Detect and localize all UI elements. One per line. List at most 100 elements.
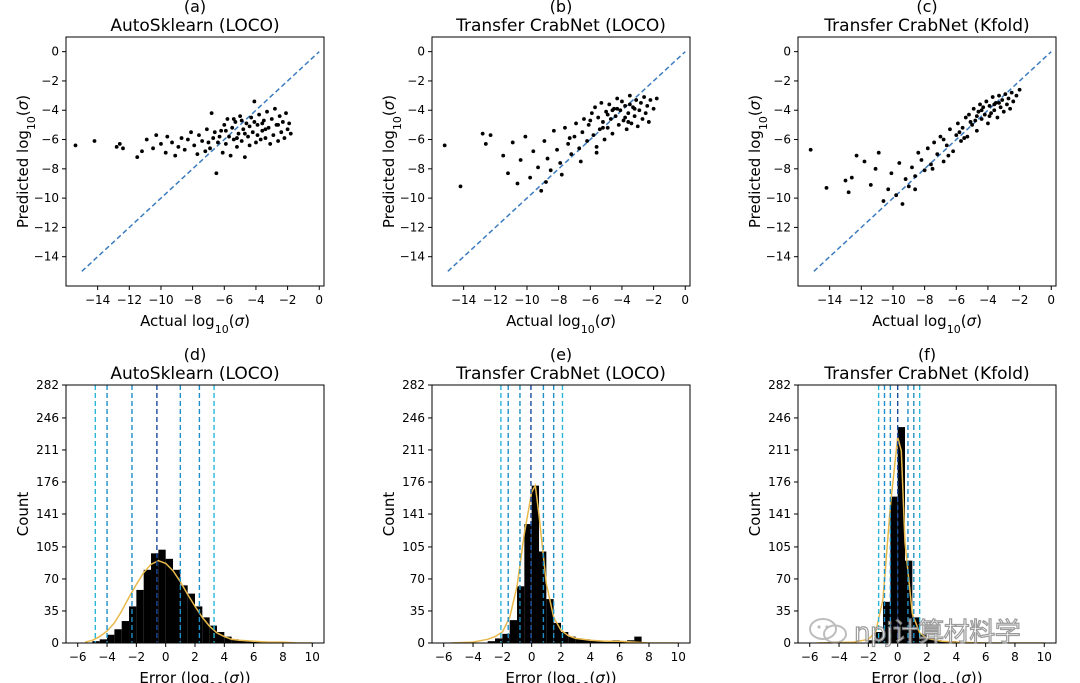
scatter-point [925, 146, 930, 151]
scatter-point [121, 146, 125, 151]
scatter-point [544, 180, 548, 184]
scatter-point [195, 152, 200, 157]
histogram-bar [575, 638, 583, 643]
scatter-point [223, 142, 228, 146]
scatter-point [1006, 96, 1011, 101]
x-tick-label: −6 [435, 650, 453, 664]
scatter-point [185, 137, 190, 142]
scatter-point [206, 140, 211, 145]
panel-title: Transfer CrabNet (LOCO) [455, 364, 666, 384]
scatter-point [260, 121, 265, 126]
scatter-point [586, 122, 591, 127]
scatter-point [963, 115, 968, 120]
scatter-point [288, 131, 293, 136]
scatter-point [510, 140, 515, 145]
scatter-point [531, 149, 536, 154]
x-tick-label: −2 [279, 293, 297, 307]
x-tick-label: −8 [550, 293, 568, 307]
scatter-point [897, 161, 902, 165]
scatter-point [151, 146, 155, 151]
scatter-point [605, 125, 610, 130]
scatter-point [197, 133, 201, 138]
scatter-point [580, 130, 585, 135]
scatter-point [276, 139, 280, 143]
scatter-point [596, 115, 601, 120]
x-tick-label: 8 [645, 650, 653, 664]
x-tick-label: 0 [162, 650, 170, 664]
histogram-bar [129, 606, 137, 643]
scatter-point [140, 149, 144, 154]
scatter-point [929, 162, 933, 167]
histogram-bar [905, 560, 913, 643]
scatter-point [458, 184, 463, 189]
y-tick-label: 282 [402, 378, 425, 392]
scatter-point [621, 118, 626, 123]
y-tick-label: 0 [417, 45, 425, 59]
y-tick-label: 246 [36, 411, 59, 425]
y-tick-label: 176 [402, 475, 425, 489]
scatter-point [886, 187, 891, 192]
y-tick-label: 176 [768, 475, 791, 489]
scatter-point [518, 158, 523, 162]
x-tick-label: −12 [849, 293, 874, 307]
scatter-point [577, 146, 582, 151]
scatter-point [255, 133, 260, 138]
scatter-point [808, 147, 813, 152]
plot-frame [65, 384, 325, 644]
scatter-point [266, 125, 271, 130]
scatter-point [954, 133, 959, 138]
parity-line [81, 51, 320, 272]
x-tick-label: −6 [801, 650, 819, 664]
histogram-bar [582, 639, 591, 643]
x-tick-label: 8 [279, 650, 287, 664]
y-tick-label: 70 [410, 572, 425, 586]
y-tick-label: 105 [402, 540, 425, 554]
parity-line [813, 51, 1052, 272]
scatter-point [881, 199, 886, 203]
x-tick-label: −10 [148, 293, 173, 307]
histogram-bar [919, 633, 927, 643]
scatter-point [623, 115, 628, 120]
scatter-point [997, 101, 1001, 105]
x-tick-label: −2 [860, 650, 878, 664]
scatter-point [962, 136, 967, 140]
scatter-point [222, 122, 227, 127]
plot-frame [431, 36, 691, 287]
x-tick-label: 10 [305, 650, 320, 664]
scatter-point [930, 166, 935, 171]
x-tick-label: −8 [916, 293, 934, 307]
panel-f: (f)Transfer CrabNet (Kfold) Error (log10(… [746, 345, 1057, 683]
scatter-point [605, 112, 610, 117]
scatter-point [997, 93, 1001, 98]
x-tick-label: −6 [215, 293, 233, 307]
scatter-point [974, 128, 979, 133]
scatter-point [192, 143, 197, 148]
scatter-point [862, 159, 867, 164]
y-tick-label: −2 [41, 74, 59, 88]
y-tick-label: 211 [768, 443, 791, 457]
scatter-point [244, 121, 249, 126]
scatter-point [528, 175, 533, 180]
x-tick-label: −4 [613, 293, 631, 307]
y-tick-label: −2 [407, 74, 425, 88]
plot-frame [65, 36, 325, 287]
scatter-point [648, 98, 653, 102]
scatter-point [992, 102, 997, 107]
scatter-point [635, 124, 640, 129]
x-tick-label: −8 [184, 293, 202, 307]
x-axis-label: Actual log10(σ) [506, 312, 616, 336]
panel-label: (c) [916, 0, 937, 16]
scatter-point [894, 193, 899, 198]
scatter-point [968, 120, 973, 124]
x-tick-label: 6 [616, 650, 624, 664]
plot-frame [431, 384, 691, 644]
scatter-point [555, 147, 559, 152]
panel-title: AutoSklearn (LOCO) [110, 364, 279, 384]
scatter-point [1005, 102, 1009, 107]
plot-frame [797, 36, 1057, 287]
x-tick-label: 0 [528, 650, 536, 664]
y-axis-label: Count [14, 492, 32, 537]
scatter-point [559, 172, 564, 177]
scatter-point [263, 127, 268, 132]
